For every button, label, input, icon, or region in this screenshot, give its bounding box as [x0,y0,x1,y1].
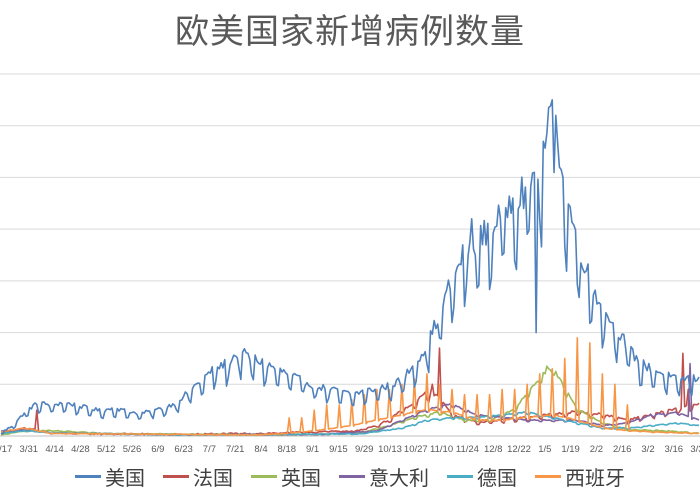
legend-label: 法国 [193,465,233,490]
legend-swatch [75,474,101,478]
x-tick-label: 5/26 [123,444,142,455]
x-tick-label: 9/15 [329,444,348,455]
x-tick-label: 3/2 [641,444,654,455]
legend: 美国 法国 英国 意大利 德国 西班牙 [0,460,700,492]
legend-item: 法国 [163,462,233,491]
x-tick-label: 9/29 [355,444,374,455]
x-tick-label: 7/7 [203,444,216,455]
x-tick-label: 1/5 [538,444,551,455]
legend-label: 德国 [477,465,517,490]
x-tick-label: 6/9 [151,444,164,455]
x-tick-label: 11/10 [430,444,453,455]
x-axis-ticks: 3/17 3/31 4/14 4/28 5/12 5/26 6/9 6/23 7/7 7/21 8/… [0,444,700,455]
legend-swatch [163,474,189,478]
x-tick-label: 2/2 [590,444,603,455]
x-tick-label: 9/1 [306,444,319,455]
legend-label: 英国 [281,465,321,490]
legend-item: 德国 [447,462,517,491]
legend-label: 美国 [105,465,145,490]
x-tick-label: 5/12 [97,444,116,455]
x-tick-label: 8/18 [278,444,297,455]
x-tick-label: 12/8 [484,444,503,455]
legend-item: 美国 [75,462,145,491]
chart-title: 欧美国家新增病例数量 [175,12,525,52]
legend-label: 西班牙 [565,465,625,490]
legend-swatch [339,474,365,478]
series-group [0,99,700,437]
x-tick-label: 4/14 [45,444,64,455]
legend-item: 意大利 [339,462,429,491]
legend-label: 意大利 [369,465,429,490]
x-tick-label: 3/30 [690,444,700,455]
x-tick-label: 6/23 [174,444,193,455]
x-tick-label: 3/16 [665,444,684,455]
series-line-0 [0,99,700,435]
x-tick-label: 3/17 [0,444,12,455]
x-tick-label: 1/19 [561,444,580,455]
x-tick-label: 11/24 [456,444,479,455]
gridlines [0,73,700,437]
legend-item: 英国 [251,462,321,491]
x-tick-label: 4/28 [71,444,90,455]
x-tick-label: 8/4 [254,444,267,455]
x-tick-label: 12/22 [507,444,531,455]
legend-item: 西班牙 [535,462,625,491]
x-tick-label: 2/16 [613,444,632,455]
x-tick-label: 7/21 [226,444,245,455]
series-line-5 [0,336,700,437]
legend-swatch [251,474,277,478]
x-tick-label: 3/31 [20,444,39,455]
legend-swatch [535,474,561,478]
x-tick-label: 10/27 [404,444,428,455]
x-tick-label: 10/13 [378,444,402,455]
legend-swatch [447,474,473,478]
